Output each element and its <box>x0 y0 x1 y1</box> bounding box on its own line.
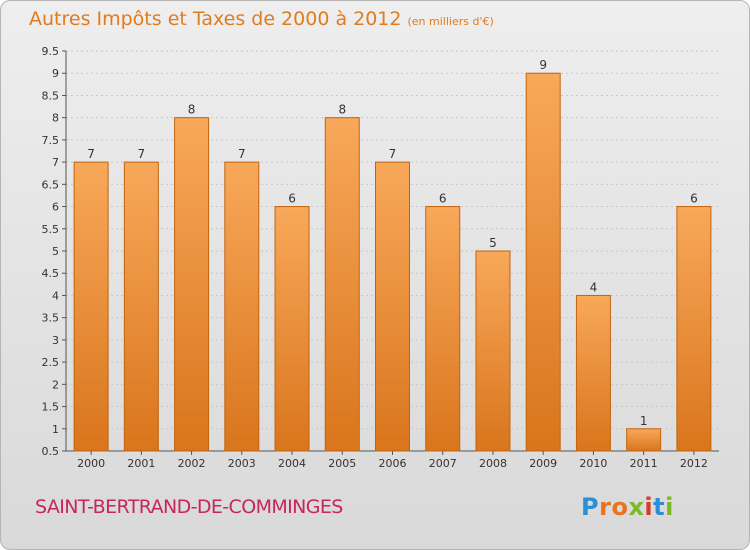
y-tick-label: 0.5 <box>42 445 60 458</box>
x-tick-label: 2003 <box>228 457 256 470</box>
y-tick-label: 7 <box>52 156 59 169</box>
bar-2006 <box>375 161 410 452</box>
bar-2010 <box>575 294 611 452</box>
y-tick-label: 8.5 <box>42 89 60 102</box>
bar-2000 <box>73 161 109 452</box>
y-tick-label: 8 <box>52 112 59 125</box>
x-tick-label: 2001 <box>127 457 155 470</box>
bar-2005 <box>324 117 360 452</box>
x-tick-label: 2010 <box>579 457 607 470</box>
logo-letter: i <box>665 493 674 521</box>
bar-2004 <box>274 206 310 452</box>
chart-title-block: Autres Impôts et Taxes de 2000 à 2012 (en… <box>29 8 494 30</box>
logo-letter: t <box>653 493 666 521</box>
x-tick-label: 2002 <box>178 457 206 470</box>
y-tick-label: 7.5 <box>42 134 60 147</box>
data-label: 7 <box>138 147 146 161</box>
y-tick-label: 1.5 <box>42 401 60 414</box>
data-label: 4 <box>590 280 598 294</box>
y-tick-label: 4.5 <box>42 267 60 280</box>
data-label: 9 <box>539 58 547 72</box>
x-tick-label: 2004 <box>278 457 306 470</box>
y-tick-label: 2 <box>52 378 59 391</box>
bar-2007 <box>425 206 461 452</box>
chart-title: Autres Impôts et Taxes de 2000 à 2012 <box>29 8 402 30</box>
y-tick-label: 1 <box>52 423 59 436</box>
bar-2001 <box>123 161 159 452</box>
bar-2009 <box>525 72 561 452</box>
y-tick-label: 5.5 <box>42 223 60 236</box>
logo-letter: o <box>611 493 629 521</box>
y-tick-label: 9 <box>52 67 59 80</box>
x-tick-label: 2005 <box>328 457 356 470</box>
logo-letter: P <box>581 493 600 521</box>
y-tick-label: 4 <box>52 289 59 302</box>
x-tick-label: 2006 <box>379 457 407 470</box>
y-tick-label: 3 <box>52 334 59 347</box>
y-tick-label: 6 <box>52 201 59 214</box>
bar-2003 <box>224 161 260 452</box>
bar-2002 <box>174 117 210 452</box>
y-tick-label: 5 <box>52 245 59 258</box>
data-label: 7 <box>238 147 246 161</box>
x-tick-label: 2012 <box>680 457 708 470</box>
data-label: 8 <box>338 103 346 117</box>
data-label: 8 <box>188 103 196 117</box>
data-label: 7 <box>389 147 397 161</box>
proxiti-logo: Proxiti <box>581 493 674 521</box>
logo-letter: i <box>644 493 654 521</box>
x-tick-label: 2009 <box>529 457 557 470</box>
y-tick-label: 9.5 <box>42 45 60 58</box>
logo-letter: x <box>628 493 645 521</box>
y-tick-label: 3.5 <box>42 312 60 325</box>
x-tick-label: 2011 <box>630 457 658 470</box>
y-tick-label: 6.5 <box>42 178 60 191</box>
data-label: 7 <box>87 147 95 161</box>
x-tick-label: 2008 <box>479 457 507 470</box>
bar-2012 <box>676 206 712 452</box>
logo-letter: r <box>599 493 612 521</box>
data-label: 1 <box>640 414 648 428</box>
x-tick-label: 2007 <box>429 457 457 470</box>
x-tick-label: 2000 <box>77 457 105 470</box>
bar-2011 <box>626 428 662 452</box>
bar-2008 <box>475 250 511 452</box>
data-label: 6 <box>288 192 296 206</box>
data-label: 6 <box>439 192 447 206</box>
data-label: 6 <box>690 192 698 206</box>
chart-unit: (en milliers d'€) <box>407 15 494 28</box>
y-tick-label: 2.5 <box>42 356 60 369</box>
data-label: 5 <box>489 236 497 250</box>
commune-name: SAINT-BERTRAND-DE-COMMINGES <box>35 496 343 518</box>
